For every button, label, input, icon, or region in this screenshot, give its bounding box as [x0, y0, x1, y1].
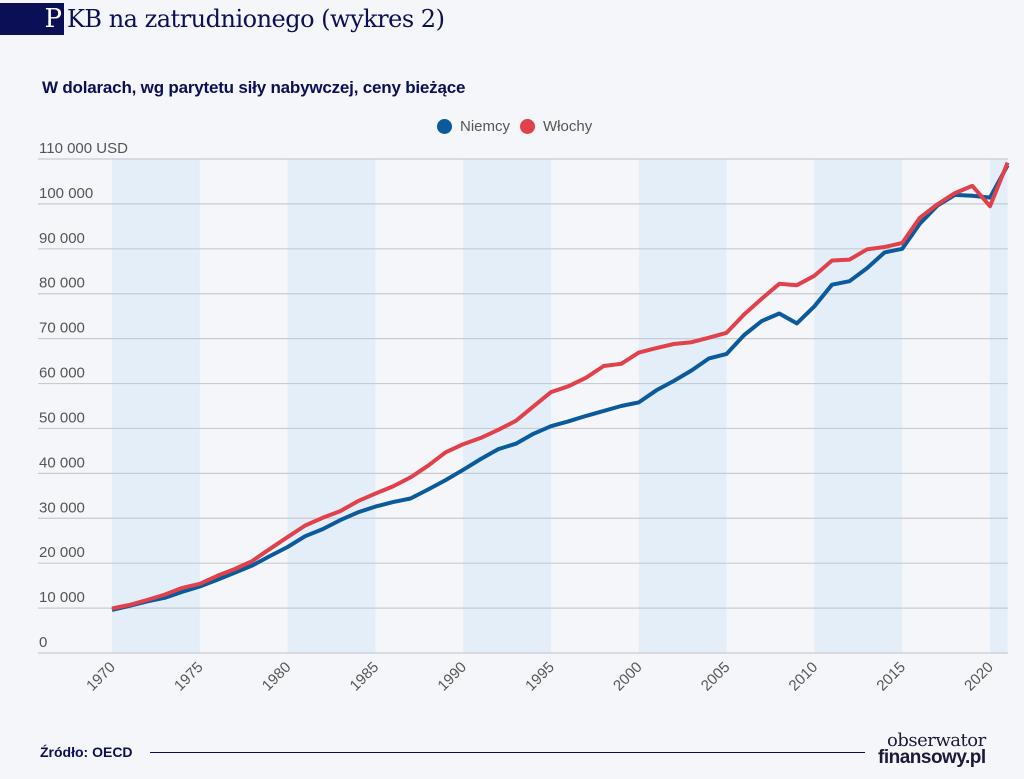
y-tick-label: 30 000	[39, 499, 85, 516]
shaded-band	[814, 159, 903, 653]
y-tick-label: 70 000	[39, 320, 85, 337]
x-tick-label: 1970	[83, 659, 119, 695]
gridlines	[38, 158, 1008, 654]
y-tick-label: 90 000	[39, 230, 85, 247]
x-tick-label: 2005	[698, 659, 734, 695]
legend-item-wlochy: Włochy	[520, 118, 592, 135]
y-tick-label: 10 000	[39, 589, 85, 606]
shaded-band	[112, 159, 200, 653]
series-line-wochy	[111, 161, 1010, 611]
shaded-band	[990, 159, 1008, 653]
series-lines	[111, 161, 1010, 612]
chart-title: P KB na zatrudnionego (wykres 2)	[0, 3, 445, 35]
y-tick-label: 40 000	[39, 454, 85, 471]
y-tick-label: 0	[39, 634, 47, 651]
x-tick-label: 2015	[873, 659, 909, 695]
x-tick-label: 2010	[786, 659, 822, 695]
x-tick-label: 2020	[961, 659, 997, 695]
x-tick-label: 2000	[610, 659, 646, 695]
shaded-band	[463, 159, 551, 653]
x-tick-label: 1975	[171, 659, 207, 695]
title-initial-block: P	[0, 3, 64, 35]
shaded-bands	[112, 159, 1008, 653]
publisher-logo: obserwator finansowy.pl	[878, 730, 986, 768]
x-tick-label: 1995	[522, 659, 558, 695]
legend-label-wlochy: Włochy	[543, 118, 593, 135]
y-axis-ticks: 0 10 000 20 000 30 000 40 000 50 000 60 000 70 …	[39, 140, 128, 651]
shaded-band	[287, 159, 376, 653]
line-chart: 0 10 000 20 000 30 000 40 000 50 000 60 000 70 …	[38, 140, 1010, 695]
legend-dot-wlochy	[520, 119, 536, 134]
chart-subtitle: W dolarach, wg parytetu siły nabywczej, …	[42, 78, 466, 97]
legend-label-niemcy: Niemcy	[460, 118, 511, 135]
legend-dot-niemcy	[437, 119, 452, 134]
shaded-band	[638, 159, 727, 653]
y-tick-label: 100 000	[39, 185, 93, 202]
legend-item-niemcy: Niemcy	[437, 118, 510, 135]
footer-divider	[150, 752, 865, 753]
y-tick-label: 50 000	[39, 409, 85, 426]
series-line-niemcy	[111, 164, 1010, 612]
x-tick-label: 1980	[259, 659, 295, 695]
logo-line-2: finansowy.pl	[878, 747, 986, 768]
x-tick-label: 1985	[347, 659, 383, 695]
y-tick-label: 60 000	[39, 365, 85, 382]
source-note: Źródło: OECD	[40, 744, 133, 760]
x-tick-label: 1990	[434, 659, 470, 695]
logo-line-1: obserwator	[887, 730, 986, 751]
title-text: KB na zatrudnionego (wykres 2)	[67, 5, 445, 33]
x-axis-ticks: 1970 1975 1980 1985 1990 1995 2000 2005 2010 2015…	[83, 659, 997, 695]
legend: Niemcy Włochy	[437, 118, 602, 135]
y-tick-label: 20 000	[39, 544, 85, 561]
y-tick-label: 80 000	[39, 275, 85, 292]
y-tick-label: 110 000 USD	[39, 140, 128, 157]
